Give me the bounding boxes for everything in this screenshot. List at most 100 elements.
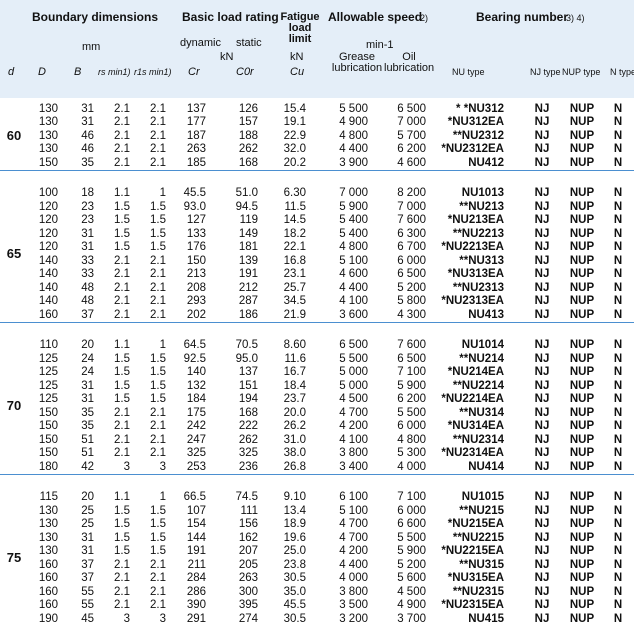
table-cell: *NU2313EA	[441, 295, 504, 308]
table-cell: 4 400	[339, 281, 368, 294]
table-cell: N	[613, 393, 623, 406]
table-cell: 140	[38, 254, 58, 267]
table-cell: 284	[186, 572, 206, 585]
table-cell: 119	[239, 214, 258, 227]
table-cell: N	[613, 187, 623, 200]
table-cell: **NU2313	[452, 281, 504, 294]
table-cell: 2.1	[150, 281, 166, 294]
table-cell: 4 800	[339, 241, 368, 254]
table-cell: 1	[159, 187, 166, 200]
sub-header: dynamic	[180, 37, 221, 49]
table-cell: 1.5	[150, 531, 166, 544]
table-cell: 94.5	[235, 200, 258, 213]
table-cell: *NU214EA	[447, 366, 504, 379]
table-cell: 8.60	[283, 339, 306, 352]
table-cell: **NU2214	[452, 379, 504, 392]
table-cell: 100	[38, 187, 58, 200]
table-cell: 74.5	[235, 491, 258, 504]
table-cell: 6 300	[397, 227, 426, 240]
table-cell: NUP	[569, 227, 595, 240]
table-cell: 66.5	[183, 491, 206, 504]
table-cell: 23.7	[283, 393, 306, 406]
table-cell: N	[613, 116, 623, 129]
table-cell: 45.5	[183, 187, 206, 200]
table-cell: N	[613, 366, 623, 379]
table-cell: N	[613, 572, 623, 585]
table-cell: 236	[238, 460, 258, 473]
table-cell: 25	[81, 504, 94, 517]
table-cell: 4 500	[339, 393, 368, 406]
table-cell: 168	[238, 406, 258, 419]
table-cell: NUP	[569, 612, 595, 625]
table-cell: 2.1	[114, 406, 130, 419]
table-cell: 162	[238, 531, 258, 544]
table-cell: 2.1	[150, 572, 166, 585]
table-cell: 300	[238, 585, 258, 598]
table-cell: 150	[186, 254, 206, 267]
table-cell: NJ	[534, 366, 550, 379]
table-cell: 26.8	[283, 460, 306, 473]
table-cell: 30.5	[283, 572, 306, 585]
table-cell: 125	[38, 352, 58, 365]
table-cell: N	[613, 241, 623, 254]
table-cell: 4 600	[397, 156, 426, 169]
table-cell: 55	[81, 599, 94, 612]
table-cell: 7 000	[339, 187, 368, 200]
table-cell: 1.5	[150, 227, 166, 240]
table-cell: 35.0	[283, 585, 306, 598]
table-cell: N	[613, 295, 623, 308]
table-cell: 133	[186, 227, 206, 240]
table-cell: 7 600	[397, 214, 426, 227]
table-cell: 5 900	[397, 379, 426, 392]
table-cell: 93.0	[183, 200, 206, 213]
table-cell: 191	[186, 545, 206, 558]
table-cell: 160	[38, 599, 58, 612]
table-cell: 5 500	[397, 406, 426, 419]
table-cell: 5 800	[397, 295, 426, 308]
table-cell: 4 000	[397, 460, 426, 473]
table-cell: NJ	[534, 241, 550, 254]
table-row: 120 23 1.5 1.5 127 119 14.5 5 400 7 600 *NU213EA N…	[0, 214, 634, 228]
table-cell: NJ	[534, 585, 550, 598]
table-cell: 31	[81, 531, 94, 544]
table-cell: 7 000	[397, 200, 426, 213]
table-cell: 2.1	[114, 129, 130, 142]
table-cell: 242	[186, 420, 206, 433]
table-cell: 16.7	[283, 366, 306, 379]
table-cell: 20.0	[283, 406, 306, 419]
group-separator	[0, 473, 634, 491]
table-cell: N	[613, 268, 623, 281]
table-cell: 191	[238, 268, 258, 281]
table-cell: 1.1	[114, 187, 130, 200]
table-cell: 11.5	[284, 200, 306, 213]
note: 3) 4)	[566, 13, 585, 23]
table-cell: NJ	[534, 433, 550, 446]
table-cell: 2.1	[114, 420, 130, 433]
table-cell: 5 300	[397, 447, 426, 460]
table-cell: N	[613, 352, 623, 365]
table-cell: NJ	[534, 531, 550, 544]
table-cell: NUP	[569, 558, 595, 571]
table-cell: 1.5	[114, 214, 130, 227]
sub-header: static	[236, 37, 262, 49]
table-cell: N	[613, 460, 623, 473]
table-cell: 2.1	[114, 156, 130, 169]
table-cell: N	[613, 558, 623, 571]
table-cell: 6 600	[397, 518, 426, 531]
table-cell: NJ	[534, 558, 550, 571]
table-cell: 144	[186, 531, 206, 544]
table-cell: 1.5	[114, 518, 130, 531]
table-cell: 2.1	[150, 433, 166, 446]
table-cell: 1.5	[150, 518, 166, 531]
table-cell: 31	[81, 102, 94, 115]
spacer	[0, 473, 634, 491]
table-row: 125 24 1.5 1.5 140 137 16.7 5 000 7 100 *NU214EA N…	[0, 366, 634, 380]
table-cell: 184	[186, 393, 206, 406]
table-cell: NJ	[534, 420, 550, 433]
table-cell: 55	[81, 585, 94, 598]
table-cell: 2.1	[114, 585, 130, 598]
table-cell: 1	[159, 339, 166, 352]
table-cell: 205	[238, 558, 258, 571]
header-title: Boundary dimensions	[32, 10, 159, 24]
